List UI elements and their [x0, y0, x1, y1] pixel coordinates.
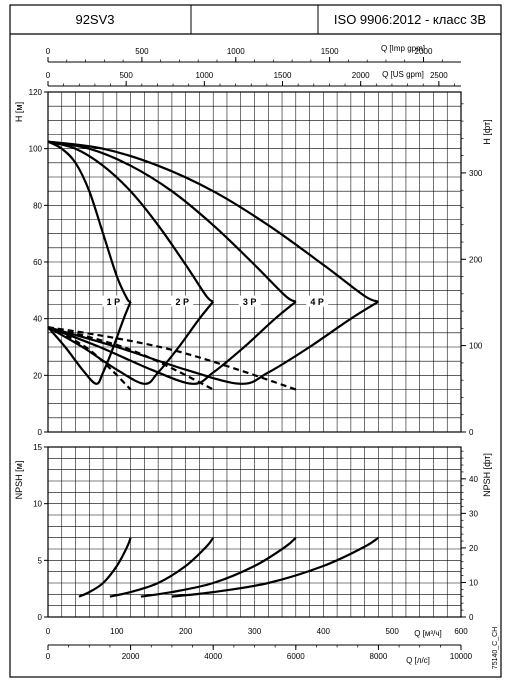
head-ytick-right-label: 300 [469, 169, 483, 178]
bottom-axis-2-tick-label: 0 [46, 652, 51, 661]
head-ytick-right-label: 0 [469, 428, 474, 437]
curve-layer [47, 140, 380, 598]
model-name: 92SV3 [75, 12, 114, 27]
bottom-axis-2-tick-label: 10000 [450, 652, 473, 661]
bottom-axis-1-tick-label: 200 [179, 627, 193, 636]
head-ytick-label: 80 [33, 201, 42, 210]
npsh-ytick-right-label: 10 [469, 578, 478, 587]
top-axis-2-tick-label: 2500 [430, 71, 448, 80]
head-curve-label-3p: 3 P [243, 297, 257, 307]
head-curve-4p [47, 140, 379, 303]
top-axis-1-title: Q [Imp gpm] [381, 44, 425, 53]
head-ytick-label: 120 [29, 88, 43, 97]
npsh-ytick-label: 5 [38, 556, 43, 565]
head-curve-2p [47, 140, 214, 303]
bottom-axis-1-title: Q [м³/ч] [414, 629, 441, 638]
top-axis-1-tick-label: 1500 [321, 47, 339, 56]
npsh-ytick-label: 0 [38, 613, 43, 622]
top-axis-1-tick-label: 2000 [415, 47, 433, 56]
npsh-curve-4 [171, 536, 380, 598]
top-axis-2-title: Q [US gpm] [382, 70, 424, 79]
head-ylabel-right: H [фт] [482, 119, 492, 144]
head-curve-label-4p: 4 P [310, 297, 324, 307]
top-axis-2-tick-label: 500 [119, 71, 133, 80]
head-curve-label-2p: 2 P [175, 297, 189, 307]
dashed-curve-1 [47, 326, 132, 391]
head-curve-3p [47, 140, 297, 303]
bottom-axis-1-tick-label: 0 [46, 627, 51, 636]
npsh-curve-2 [109, 537, 215, 598]
head-curve-label-bg [306, 295, 329, 307]
standard-label: ISO 9906:2012 - класс 3B [334, 12, 486, 27]
bottom-axis-1-tick-label: 100 [110, 627, 124, 636]
bottom-axis-2-tick-label: 8000 [370, 652, 388, 661]
top-axis-1-tick-label: 500 [135, 47, 149, 56]
head-curve-label-1p: 1 P [107, 297, 121, 307]
npsh-ytick-right-label: 20 [469, 544, 478, 553]
npsh-ytick-right-label: 0 [469, 613, 474, 622]
bottom-axis-1-tick-label: 300 [248, 627, 262, 636]
npsh-ylabel-right: NPSH [фт] [482, 453, 492, 497]
bottom-axis-2-tick-label: 2000 [122, 652, 140, 661]
head-ytick-right-label: 200 [469, 255, 483, 264]
top-axis-2-tick-label: 1500 [274, 71, 292, 80]
power-curve-4 [47, 300, 379, 385]
head-ytick-label: 40 [33, 315, 42, 324]
dashed-curve-3 [47, 326, 297, 391]
label-layer: 1 P 2 P 3 P 4 P [102, 295, 329, 307]
npsh-curve-3 [140, 536, 297, 598]
dashed-curve-2 [47, 326, 214, 391]
power-curve-2 [47, 301, 215, 385]
power-curve-3 [47, 300, 297, 385]
top-axis-1-tick-label: 0 [46, 47, 51, 56]
head-curve-1p [47, 140, 132, 303]
top-axis-2-tick-label: 2000 [352, 71, 370, 80]
head-ylabel-left: H [м] [14, 102, 24, 122]
head-ytick-label: 60 [33, 258, 42, 267]
head-ytick-right-label: 100 [469, 342, 483, 351]
head-curve-label-bg [102, 295, 125, 307]
head-ytick-label: 0 [38, 428, 43, 437]
npsh-ytick-right-label: 40 [469, 475, 478, 484]
drawing-code: 75140_C_CH [492, 627, 499, 669]
power-curve-1 [47, 301, 132, 385]
top-axis-2-tick-label: 1000 [195, 71, 213, 80]
head-ytick-label: 20 [33, 371, 42, 380]
top-axis-1-tick-label: 1000 [227, 47, 245, 56]
outer-frame [9, 4, 502, 678]
npsh-ylabel-left: NPSH [м] [14, 461, 24, 500]
bottom-axis-2-tick-label: 4000 [204, 652, 222, 661]
head-curve-label-bg [238, 295, 261, 307]
head-ytick-label: 100 [29, 145, 43, 154]
bottom-axis-2-title: Q [л/с] [406, 656, 430, 665]
bottom-axis-1-tick-label: 400 [317, 627, 331, 636]
npsh-curve-1 [78, 537, 132, 598]
npsh-ytick-label: 15 [33, 443, 42, 452]
top-axis-2-tick-label: 0 [46, 71, 51, 80]
bottom-axis-1-tick-label: 600 [454, 627, 468, 636]
npsh-ytick-right-label: 30 [469, 509, 478, 518]
bottom-axis-1-tick-label: 500 [385, 627, 399, 636]
bottom-axis-2-tick-label: 6000 [287, 652, 305, 661]
npsh-ytick-label: 10 [33, 500, 42, 509]
head-curve-label-bg [171, 295, 194, 307]
